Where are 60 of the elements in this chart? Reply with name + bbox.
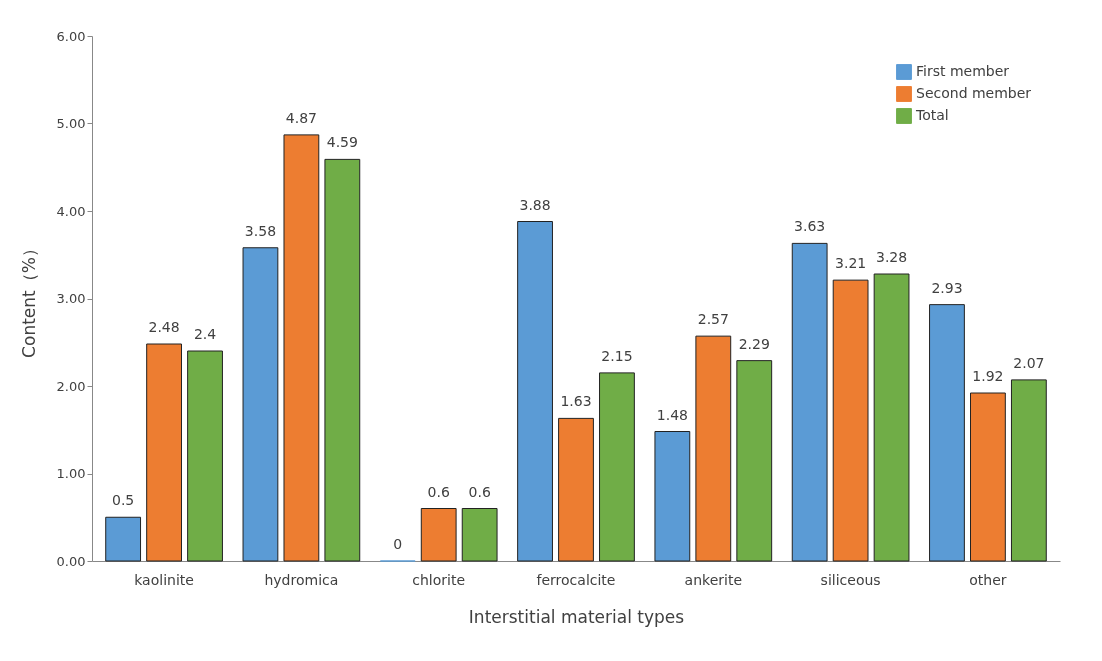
bar [1010, 379, 1047, 562]
bar [146, 343, 182, 562]
bar [695, 335, 732, 562]
data-label: 3.88 [519, 196, 551, 213]
data-label: 1.92 [972, 368, 1004, 384]
bar [517, 221, 553, 562]
data-label: 4.59 [326, 134, 358, 151]
y-tick-label: 2.00 [56, 378, 86, 394]
data-label: 4.87 [285, 109, 317, 126]
y-tick-label: 1.00 [56, 466, 86, 481]
x-tick-label: siliceous [820, 571, 881, 588]
data-label: 0 [393, 536, 403, 552]
x-tick-label: kaolinite [134, 571, 194, 588]
bar [558, 417, 594, 562]
x-tick-label: other [969, 571, 1007, 588]
bar [242, 247, 279, 562]
y-tick-label: 5.00 [56, 116, 86, 131]
bar [791, 242, 828, 562]
y-axis-title: Content（%） [18, 240, 39, 358]
x-tick-label: hydromica [264, 571, 339, 588]
data-label: 2.29 [738, 335, 770, 352]
data-label: 0.5 [112, 492, 135, 509]
bar [461, 508, 498, 562]
bar [970, 392, 1006, 562]
bar [420, 508, 457, 562]
legend-label: First member [916, 63, 1010, 79]
legend-label: Total [915, 107, 949, 123]
bar [324, 158, 361, 562]
bar [873, 273, 910, 562]
data-label: 2.4 [193, 326, 217, 342]
bar [187, 350, 223, 562]
data-label: 2.48 [148, 319, 180, 335]
data-label: 1.63 [560, 393, 592, 410]
legend-label: Second member [916, 85, 1032, 101]
data-label: 2.57 [697, 311, 729, 328]
y-tick-label: 6.00 [56, 28, 86, 44]
x-tick-label: chlorite [412, 571, 466, 588]
bar [283, 134, 320, 562]
data-label: 1.48 [656, 406, 688, 423]
data-label: 0.6 [427, 483, 450, 500]
bar [105, 516, 142, 562]
bar [599, 372, 635, 562]
data-label: 2.15 [601, 347, 633, 364]
bar [929, 304, 965, 562]
data-label: 2.07 [1013, 354, 1045, 371]
x-axis-title: Interstitial material types [468, 606, 685, 627]
y-tick-label: 3.00 [56, 291, 86, 306]
y-tick-label: 4.00 [56, 203, 86, 219]
data-label: 3.28 [875, 249, 908, 265]
data-label: 3.63 [794, 218, 826, 235]
bar [832, 279, 869, 562]
bar [654, 431, 691, 562]
x-tick-label: ferrocalcite [536, 571, 616, 588]
data-label: 3.21 [835, 255, 867, 272]
y-tick-label: 0.00 [56, 553, 86, 569]
bar [736, 360, 773, 562]
data-label: 0.6 [468, 483, 491, 500]
x-tick-label: ankerite [684, 571, 743, 588]
data-label: 3.58 [244, 222, 277, 239]
data-label: 2.93 [931, 279, 963, 296]
